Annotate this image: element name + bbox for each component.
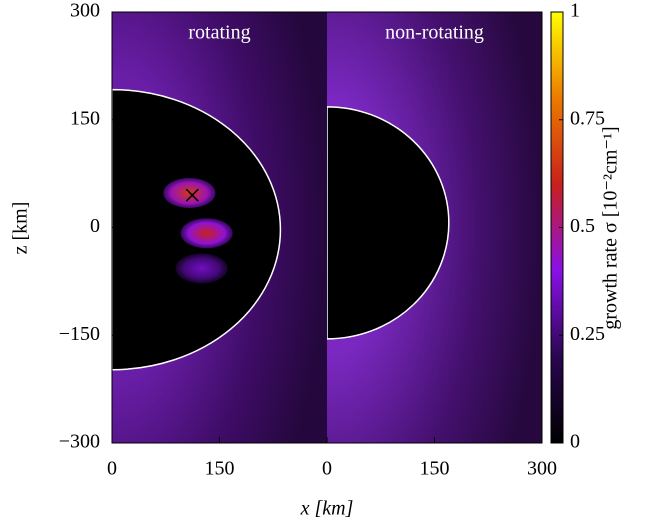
panel bbox=[327, 12, 542, 443]
y-tick-label: 300 bbox=[70, 0, 100, 22]
shock-region bbox=[327, 106, 450, 340]
colorbar-tick-label: 0.75 bbox=[570, 107, 605, 129]
x-tick-label: 0 bbox=[322, 458, 332, 480]
x-tick-label: 300 bbox=[527, 458, 557, 480]
colorbar-tick-label: 1 bbox=[570, 0, 580, 22]
y-tick-label: 150 bbox=[70, 107, 100, 129]
panel-title: rotating bbox=[188, 22, 250, 44]
y-tick-label: 0 bbox=[90, 215, 100, 237]
colorbar-tick-label: 0.25 bbox=[570, 323, 605, 345]
y-tick-label: −150 bbox=[59, 323, 100, 345]
colorbar-tick-label: 0 bbox=[570, 431, 580, 453]
growth-blob bbox=[175, 253, 228, 284]
panel-title: non-rotating bbox=[385, 22, 484, 44]
marker-cross bbox=[185, 188, 199, 202]
colorbar-label: growth rate σ [10⁻²cm⁻¹] bbox=[600, 126, 622, 329]
colorbar-tick-label: 0.5 bbox=[570, 215, 595, 237]
x-tick-label: 150 bbox=[420, 458, 450, 480]
panel bbox=[112, 12, 327, 443]
y-axis-label: z [km] bbox=[10, 202, 32, 255]
y-tick-label: −300 bbox=[59, 431, 100, 453]
x-tick-label: 150 bbox=[205, 458, 235, 480]
x-tick-label: 0 bbox=[107, 458, 117, 480]
x-axis-label: x [km] bbox=[300, 498, 354, 520]
growth-blob bbox=[180, 218, 233, 249]
